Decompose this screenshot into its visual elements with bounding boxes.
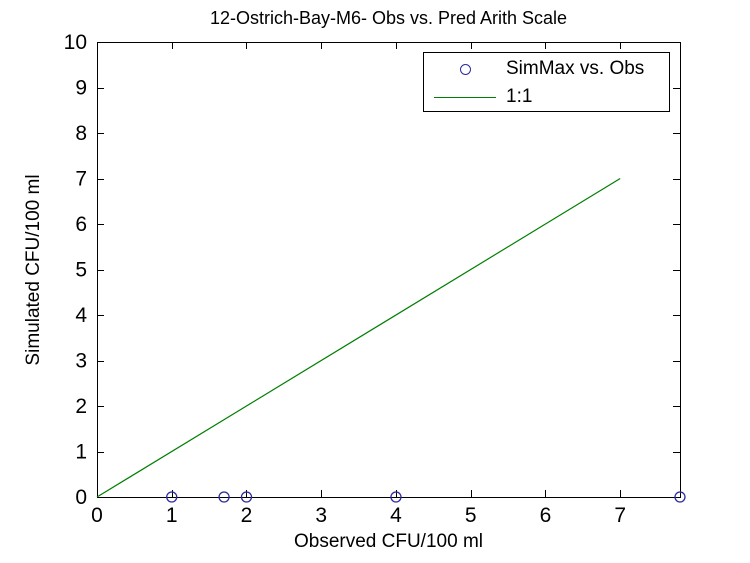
y-tick-label: 4 [75, 304, 87, 327]
y-tick-label: 7 [75, 168, 87, 191]
y-tick-label: 10 [64, 31, 87, 54]
x-tick-label: 3 [315, 504, 327, 527]
legend-swatch-cell [424, 63, 506, 75]
x-axis-label: Observed CFU/100 ml [293, 531, 483, 552]
y-tick-label: 6 [75, 213, 87, 236]
x-tick-label: 5 [465, 504, 477, 527]
data-point-marker [166, 491, 178, 503]
legend-item-simmax: SimMax vs. Obs [424, 55, 669, 83]
legend-label-one-to-one: 1:1 [506, 86, 533, 107]
x-tick-label: 2 [241, 504, 253, 527]
y-tick-label: 1 [75, 441, 87, 464]
data-point-marker [240, 491, 253, 503]
x-tick-label: 6 [540, 504, 552, 527]
y-tick-label: 9 [75, 77, 87, 100]
legend-swatch-cell [424, 96, 506, 98]
legend-label-simmax: SimMax vs. Obs [506, 58, 645, 79]
x-tick-label: 1 [166, 504, 178, 527]
chart-title: 12-Ostrich-Bay-M6- Obs vs. Pred Arith Sc… [209, 8, 568, 28]
y-tick-label: 8 [75, 122, 87, 145]
y-axis-label: Simulated CFU/100 ml [23, 174, 44, 366]
x-tick-label: 0 [91, 504, 103, 527]
legend: SimMax vs. Obs 1:1 [423, 52, 670, 112]
x-tick-label: 4 [390, 504, 402, 527]
y-tick-label: 5 [75, 259, 87, 282]
data-point-marker [218, 491, 230, 503]
y-tick-label: 3 [75, 350, 87, 373]
data-point-marker [390, 491, 402, 503]
line-swatch-icon [434, 96, 496, 98]
data-point-marker [674, 491, 686, 503]
x-tick-label: 7 [614, 504, 626, 527]
identity-line [96, 177, 621, 498]
legend-item-one-to-one: 1:1 [424, 83, 669, 111]
y-tick-label: 0 [75, 486, 87, 509]
y-tick-label: 2 [75, 395, 87, 418]
circle-marker-icon [460, 63, 471, 75]
